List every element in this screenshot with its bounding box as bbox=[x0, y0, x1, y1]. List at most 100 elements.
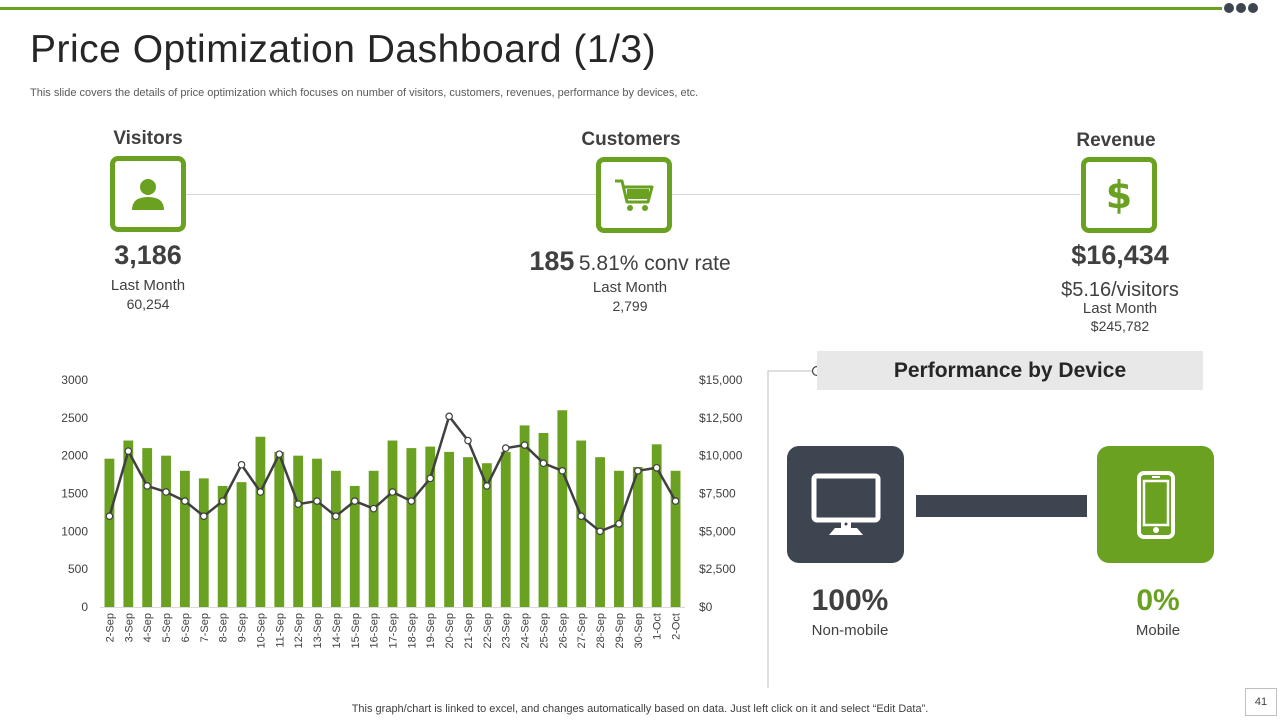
kpi-revenue-block: $16,434 $5.16/visitors Last Month $245,7… bbox=[1020, 240, 1220, 334]
visitors-revenue-combo-chart: 0 500 1000 1500 2000 2500 3000 $0 $2,500 $5,000 $7… bbox=[61, 373, 743, 648]
x-tick-label: 21-Sep bbox=[463, 613, 475, 648]
x-tick-label: 16-Sep bbox=[369, 613, 381, 648]
chart-bar bbox=[651, 444, 662, 607]
chart-bar bbox=[104, 458, 115, 607]
chart-bar bbox=[406, 448, 417, 607]
revenue-point bbox=[464, 436, 472, 445]
x-tick-label: 12-Sep bbox=[293, 613, 305, 648]
chart-bar bbox=[368, 470, 379, 607]
dollar-icon: $ bbox=[1081, 157, 1157, 233]
y-left-tick-label: 2000 bbox=[61, 449, 88, 463]
y-right-tick-label: $15,000 bbox=[699, 373, 743, 387]
x-tick-label: 1-Oct bbox=[652, 613, 664, 640]
non-mobile-percent: 100% bbox=[811, 584, 889, 617]
revenue-point bbox=[275, 450, 284, 458]
x-tick-label: 9-Sep bbox=[237, 613, 249, 642]
x-tick-label: 18-Sep bbox=[406, 613, 418, 648]
revenue-point bbox=[577, 512, 586, 521]
chart-bar bbox=[463, 457, 473, 607]
revenue-point bbox=[426, 474, 435, 483]
monitor-icon bbox=[787, 446, 904, 563]
y-right-tick-label: $0 bbox=[699, 600, 713, 614]
y-left-tick-label: 3000 bbox=[61, 373, 88, 387]
chart-bar bbox=[142, 448, 153, 607]
footer-note: This graph/chart is linked to excel, and… bbox=[351, 703, 929, 715]
chart-bar bbox=[123, 440, 134, 607]
chart-bar bbox=[161, 455, 171, 607]
revenue-point bbox=[294, 500, 302, 508]
x-tick-label: 11-Sep bbox=[274, 613, 286, 648]
page-number: 41 bbox=[1245, 688, 1277, 716]
x-tick-label: 3-Sep bbox=[123, 613, 135, 642]
x-tick-label: 29-Sep bbox=[614, 613, 626, 648]
chart-bar bbox=[557, 410, 568, 607]
y-left-tick-label: 500 bbox=[68, 562, 88, 576]
x-tick-label: 30-Sep bbox=[633, 613, 645, 648]
x-tick-label: 15-Sep bbox=[350, 613, 362, 648]
kpi-revenue-period-value: $245,782 bbox=[1090, 318, 1150, 334]
chart-bar bbox=[236, 482, 247, 607]
x-tick-label: 28-Sep bbox=[595, 613, 607, 648]
chart-bar bbox=[614, 470, 624, 607]
kpi-visitors-label: Visitors bbox=[113, 128, 183, 149]
chart-bar bbox=[519, 425, 530, 607]
revenue-point bbox=[199, 512, 208, 521]
decorative-dots bbox=[1224, 3, 1258, 13]
chart-bar bbox=[500, 451, 511, 607]
y-left-tick-label: 0 bbox=[81, 600, 88, 614]
kpi-customers-conv-rate: 5.81% conv rate bbox=[578, 252, 731, 275]
chart-bar bbox=[217, 485, 228, 607]
page-title: Price Optimization Dashboard (1/3) bbox=[30, 28, 657, 71]
revenue-point bbox=[558, 466, 567, 475]
kpi-revenue: Revenue bbox=[1056, 130, 1176, 152]
y-right-tick-label: $7,500 bbox=[699, 487, 736, 501]
revenue-point bbox=[369, 504, 378, 513]
smartphone-icon bbox=[1097, 446, 1214, 563]
non-mobile-label: Non-mobile bbox=[811, 622, 889, 639]
kpi-visitors-block: 3,186 Last Month 60,254 bbox=[58, 240, 238, 312]
x-tick-label: 22-Sep bbox=[482, 613, 494, 648]
y-right-tick-label: $12,500 bbox=[699, 411, 743, 425]
person-icon bbox=[110, 156, 186, 232]
kpi-revenue-period: Last Month bbox=[1082, 300, 1158, 317]
chart-bar bbox=[425, 446, 436, 607]
x-tick-label: 23-Sep bbox=[501, 613, 513, 648]
mobile-label: Mobile bbox=[1135, 622, 1181, 639]
revenue-point bbox=[483, 482, 491, 490]
chart-bar bbox=[255, 436, 266, 607]
x-tick-label: 27-Sep bbox=[576, 613, 588, 648]
x-tick-label: 6-Sep bbox=[180, 613, 192, 642]
kpi-visitors-period-value: 60,254 bbox=[126, 296, 170, 312]
page-subtitle: This slide covers the details of price o… bbox=[30, 87, 699, 99]
y-left-tick-label: 2500 bbox=[61, 411, 88, 425]
x-tick-label: 17-Sep bbox=[388, 613, 400, 648]
kpi-customers-period: Last Month bbox=[592, 279, 668, 296]
chart-bar bbox=[180, 470, 190, 607]
revenue-point bbox=[615, 519, 623, 528]
chart-bar bbox=[349, 485, 360, 607]
chart-bar bbox=[632, 467, 643, 607]
revenue-point bbox=[332, 512, 340, 521]
chart-bar bbox=[198, 478, 209, 607]
x-tick-label: 14-Sep bbox=[331, 613, 343, 648]
revenue-point bbox=[634, 466, 642, 475]
revenue-point bbox=[652, 463, 661, 472]
top-accent-line bbox=[0, 7, 1222, 10]
x-tick-label: 5-Sep bbox=[161, 613, 173, 642]
performance-title: Performance by Device bbox=[817, 351, 1203, 390]
x-tick-label: 10-Sep bbox=[255, 613, 267, 648]
revenue-point bbox=[520, 441, 529, 449]
revenue-point bbox=[256, 488, 265, 496]
chart-bar bbox=[444, 451, 455, 607]
chart-bar bbox=[481, 463, 492, 607]
kpi-customers: Customers bbox=[556, 129, 706, 151]
mobile-percent: 0% bbox=[1136, 584, 1180, 617]
kpi-revenue-per-visitor: $5.16/visitors bbox=[1061, 279, 1179, 301]
revenue-point bbox=[143, 482, 151, 490]
revenue-point bbox=[501, 444, 510, 452]
chart-bar bbox=[576, 440, 587, 607]
chart-bar bbox=[312, 458, 322, 607]
x-tick-label: 4-Sep bbox=[142, 613, 154, 642]
y-right-tick-label: $2,500 bbox=[699, 562, 736, 576]
chart-bar bbox=[538, 432, 549, 607]
